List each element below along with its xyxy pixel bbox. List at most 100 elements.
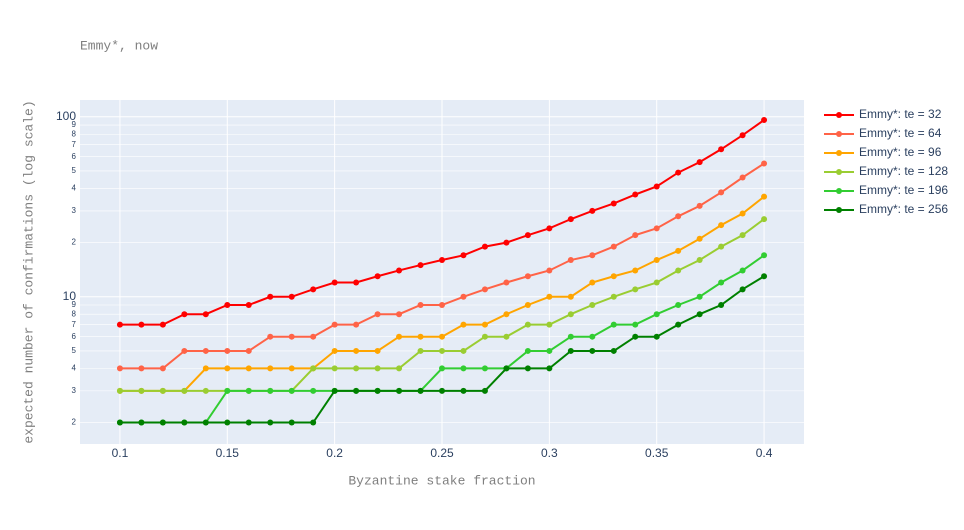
- data-point: [460, 252, 467, 259]
- data-point: [159, 387, 166, 394]
- y-tick-label: 9: [72, 120, 77, 129]
- data-point: [138, 365, 145, 372]
- data-point: [567, 293, 574, 300]
- data-point: [396, 333, 403, 340]
- data-point: [331, 387, 338, 394]
- data-point: [224, 302, 231, 309]
- data-point: [503, 311, 510, 318]
- data-point: [460, 321, 467, 328]
- data-point: [632, 333, 639, 340]
- y-tick-label: 3: [72, 206, 77, 215]
- data-point: [374, 387, 381, 394]
- data-point: [481, 387, 488, 394]
- data-point: [696, 159, 703, 166]
- data-point: [353, 387, 360, 394]
- data-point: [396, 267, 403, 274]
- data-point: [653, 333, 660, 340]
- data-point: [138, 321, 145, 328]
- data-point: [439, 257, 445, 264]
- y-tick-label: 4: [72, 363, 77, 372]
- data-point: [267, 333, 274, 340]
- data-point: [675, 247, 682, 254]
- data-point: [245, 302, 252, 309]
- data-point: [653, 279, 660, 286]
- data-point: [439, 365, 445, 372]
- data-point: [138, 419, 145, 426]
- data-point: [610, 321, 617, 328]
- data-point: [288, 333, 295, 340]
- data-point: [632, 286, 639, 293]
- y-tick-label: 6: [72, 332, 77, 341]
- data-point: [524, 347, 531, 354]
- data-point: [439, 347, 445, 354]
- data-point: [675, 302, 682, 309]
- data-point: [181, 311, 188, 318]
- data-point: [202, 311, 209, 318]
- y-tick-label: 10: [63, 289, 77, 303]
- data-point: [675, 321, 682, 328]
- data-point: [546, 321, 553, 328]
- data-point: [353, 347, 360, 354]
- data-point: [353, 321, 360, 328]
- data-point: [331, 279, 338, 286]
- y-tick-label: 5: [72, 166, 77, 175]
- data-point: [460, 365, 467, 372]
- data-point: [610, 200, 617, 207]
- data-point: [761, 273, 768, 280]
- data-point: [696, 293, 703, 300]
- data-point: [138, 387, 145, 394]
- data-point: [310, 333, 317, 340]
- data-point: [589, 333, 596, 340]
- data-point: [524, 232, 531, 239]
- data-point: [202, 347, 209, 354]
- data-point: [739, 174, 746, 181]
- legend-label: Emmy*: te = 256: [859, 202, 948, 216]
- data-point: [396, 365, 403, 372]
- data-point: [567, 311, 574, 318]
- legend-label: Emmy*: te = 32: [859, 107, 942, 121]
- x-tick-label: 0.4: [756, 446, 773, 460]
- data-point: [761, 252, 768, 259]
- data-point: [739, 286, 746, 293]
- data-point: [245, 347, 252, 354]
- data-point: [589, 207, 596, 214]
- data-point: [632, 191, 639, 198]
- data-point: [181, 387, 188, 394]
- y-tick-label: 8: [72, 129, 77, 138]
- data-point: [696, 257, 703, 264]
- data-point: [374, 273, 381, 280]
- data-point: [224, 365, 231, 372]
- data-point: [267, 387, 274, 394]
- data-point: [739, 232, 746, 239]
- data-point: [739, 210, 746, 217]
- data-point: [331, 365, 338, 372]
- data-point: [481, 286, 488, 293]
- data-point: [267, 419, 274, 426]
- legend-marker: [836, 112, 842, 118]
- data-point: [675, 267, 682, 274]
- data-point: [224, 387, 231, 394]
- data-point: [310, 419, 317, 426]
- data-point: [353, 365, 360, 372]
- data-point: [374, 365, 381, 372]
- data-point: [481, 333, 488, 340]
- chart-title: Emmy*, now: [80, 38, 158, 53]
- data-point: [396, 387, 403, 394]
- y-tick-label: 2: [72, 238, 77, 247]
- data-point: [439, 302, 445, 309]
- legend-marker: [836, 150, 842, 156]
- data-point: [610, 347, 617, 354]
- y-axis-title: expected number of confirmations (log sc…: [21, 100, 36, 443]
- data-point: [267, 365, 274, 372]
- data-point: [632, 232, 639, 239]
- data-point: [675, 169, 682, 176]
- data-point: [159, 321, 166, 328]
- data-point: [245, 387, 252, 394]
- data-point: [439, 333, 445, 340]
- data-point: [353, 279, 360, 286]
- data-point: [675, 213, 682, 220]
- data-point: [546, 267, 553, 274]
- data-point: [589, 252, 596, 259]
- y-tick-label: 100: [56, 109, 76, 123]
- data-point: [503, 365, 510, 372]
